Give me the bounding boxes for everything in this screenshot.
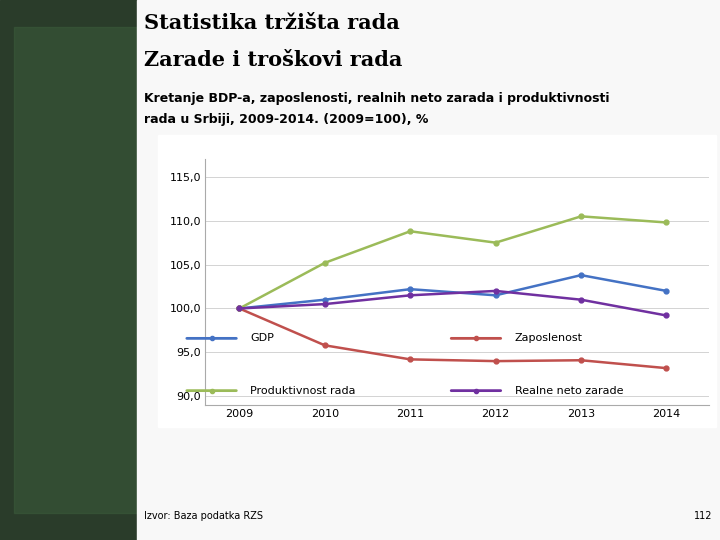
Line: Zaposlenost: Zaposlenost	[237, 306, 669, 370]
Realne neto zarade	[662, 312, 671, 319]
Realne neto zarade	[235, 305, 243, 312]
Zaposlenost	[662, 365, 671, 372]
Text: Kretanje BDP-a, zaposlenosti, realnih neto zarada i produktivnosti: Kretanje BDP-a, zaposlenosti, realnih ne…	[144, 92, 610, 105]
Line: GDP: GDP	[237, 273, 669, 311]
Zaposlenost	[406, 356, 415, 363]
Realne neto zarade	[320, 301, 329, 307]
Bar	[14, 27, 137, 513]
Text: 112: 112	[694, 511, 713, 521]
Bar	[0, 0, 137, 540]
GDP	[235, 305, 243, 312]
Text: Izvor: Baza podatka RZS: Izvor: Baza podatka RZS	[144, 511, 263, 521]
Zaposlenost	[577, 357, 585, 363]
Text: Zarade i troškovi rada: Zarade i troškovi rada	[144, 50, 402, 71]
Line: Produktivnost rada: Produktivnost rada	[237, 214, 669, 311]
Text: Statistika tržišta rada: Statistika tržišta rada	[144, 13, 400, 33]
Produktivnost rada	[235, 305, 243, 312]
GDP	[406, 286, 415, 293]
Produktivnost rada	[320, 260, 329, 266]
Zaposlenost	[491, 358, 500, 365]
Produktivnost rada	[662, 219, 671, 226]
GDP	[662, 288, 671, 294]
Realne neto zarade	[406, 292, 415, 299]
Text: rada u Srbiji, 2009-2014. (2009=100), %: rada u Srbiji, 2009-2014. (2009=100), %	[144, 113, 428, 126]
Produktivnost rada	[491, 239, 500, 246]
Line: Realne neto zarade: Realne neto zarade	[237, 288, 669, 318]
Zaposlenost	[320, 342, 329, 349]
Text: Realne neto zarade: Realne neto zarade	[515, 386, 623, 396]
Realne neto zarade	[491, 288, 500, 294]
Text: Produktivnost rada: Produktivnost rada	[250, 386, 356, 396]
GDP	[491, 292, 500, 299]
Text: Zaposlenost: Zaposlenost	[515, 333, 582, 343]
Bar	[137, 0, 720, 540]
Zaposlenost	[235, 305, 243, 312]
Produktivnost rada	[577, 213, 585, 220]
Realne neto zarade	[577, 296, 585, 303]
GDP	[320, 296, 329, 303]
Text: GDP: GDP	[250, 333, 274, 343]
Produktivnost rada	[406, 228, 415, 234]
GDP	[577, 272, 585, 279]
